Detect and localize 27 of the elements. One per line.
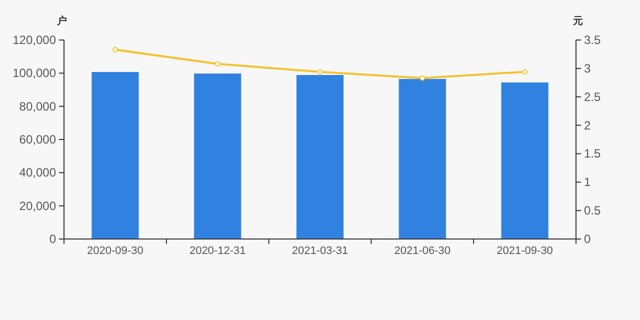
- y-tick-label: 20,000: [19, 198, 56, 213]
- x-tick-label: 2021-06-30: [394, 245, 451, 257]
- x-tick-label: 2021-03-31: [292, 245, 348, 257]
- y2-tick-label: 0.5: [584, 204, 602, 218]
- y-tick-label: 0: [49, 232, 56, 246]
- point: [522, 69, 528, 75]
- point: [420, 75, 426, 81]
- y-tick-label: 80,000: [19, 99, 56, 114]
- y2-axis-title: 元: [572, 15, 583, 27]
- x-tick-label: 2020-12-31: [189, 245, 246, 257]
- x-tick-label: 2021-09-30: [496, 245, 553, 257]
- x-tick-label: 2020-09-30: [87, 245, 144, 257]
- y-tick-label: 100,000: [12, 66, 56, 80]
- y2-tick-label: 3.5: [584, 33, 602, 47]
- y2-tick-label: 1.5: [584, 146, 602, 161]
- point: [214, 61, 220, 67]
- y2-tick-label: 2: [584, 118, 591, 132]
- y-tick-label: 60,000: [19, 132, 56, 146]
- point: [317, 69, 323, 75]
- y-axis-title: 户: [56, 15, 67, 27]
- y-tick-label: 40,000: [19, 166, 56, 180]
- y2-tick-label: 0: [584, 232, 591, 246]
- point: [112, 46, 118, 52]
- y2-tick-label: 2.5: [584, 90, 602, 104]
- y-tick-label: 120,000: [12, 33, 56, 47]
- y2-tick-label: 3: [584, 61, 591, 76]
- y2-tick-label: 1: [584, 175, 591, 190]
